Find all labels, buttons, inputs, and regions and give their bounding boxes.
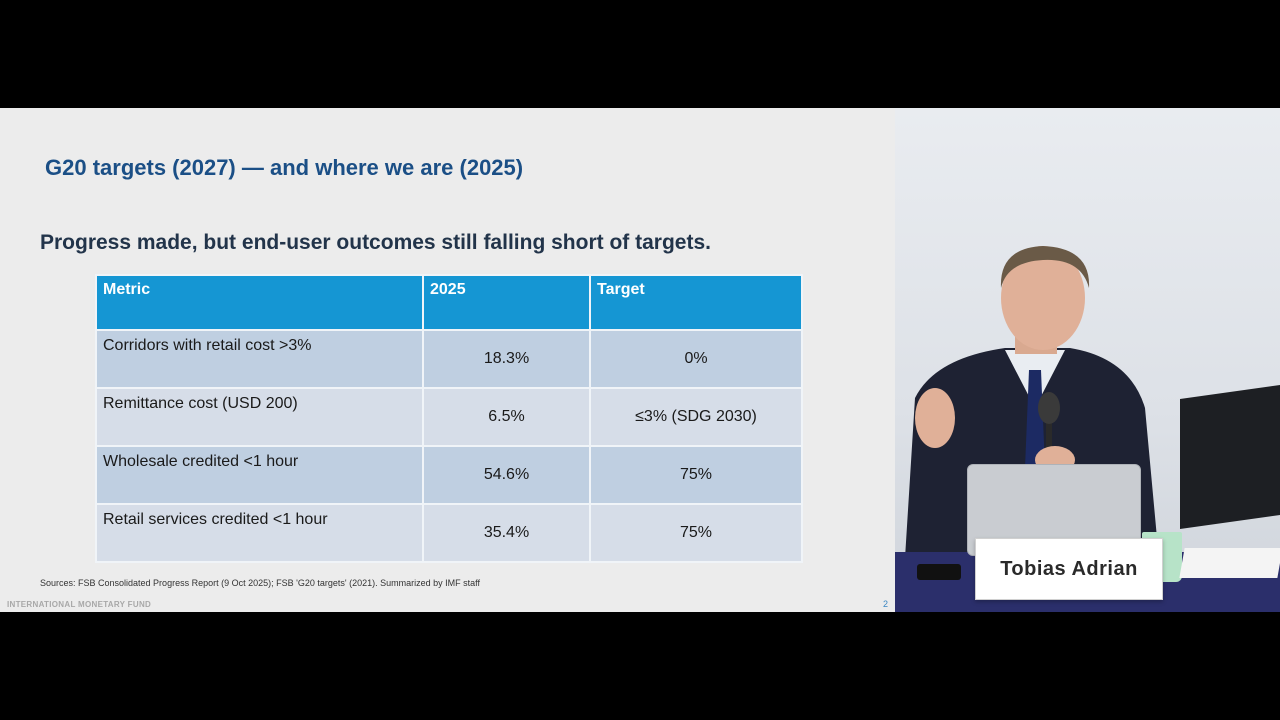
slide-title: G20 targets (2027) — and where we are (2… bbox=[45, 155, 524, 180]
header-2025: 2025 bbox=[422, 274, 591, 331]
header-metric: Metric bbox=[95, 274, 424, 331]
table-header-row: Metric 2025 Target bbox=[95, 274, 803, 331]
metrics-table-container: Metric 2025 Target Corridors with retail… bbox=[95, 274, 803, 563]
table-row: Retail services credited <1 hour 35.4% 7… bbox=[95, 503, 803, 563]
table-row: Wholesale credited <1 hour 54.6% 75% bbox=[95, 445, 803, 505]
metric-cell: Retail services credited <1 hour bbox=[95, 503, 424, 563]
metric-cell: Corridors with retail cost >3% bbox=[95, 329, 424, 389]
metric-cell: Wholesale credited <1 hour bbox=[95, 445, 424, 505]
speaker-camera-feed: Tobias Adrian bbox=[895, 108, 1280, 612]
table-row: Remittance cost (USD 200) 6.5% ≤3% (SDG … bbox=[95, 387, 803, 447]
speaker-head bbox=[1001, 246, 1085, 350]
footer-organization: INTERNATIONAL MONETARY FUND bbox=[7, 600, 152, 609]
speaker-hand bbox=[915, 388, 955, 448]
speaker-name-card: Tobias Adrian bbox=[975, 538, 1163, 600]
target-cell: 0% bbox=[589, 329, 803, 389]
header-target: Target bbox=[589, 274, 803, 331]
phone bbox=[917, 564, 961, 580]
value-2025-cell: 35.4% bbox=[422, 503, 591, 563]
slide-page-number: 2 bbox=[883, 599, 889, 609]
table-row: Corridors with retail cost >3% 18.3% 0% bbox=[95, 329, 803, 389]
metrics-table: Metric 2025 Target Corridors with retail… bbox=[95, 274, 803, 563]
paper-stack bbox=[1179, 548, 1280, 578]
value-2025-cell: 54.6% bbox=[422, 445, 591, 505]
microphone-head bbox=[1038, 392, 1060, 424]
target-cell: ≤3% (SDG 2030) bbox=[589, 387, 803, 447]
target-cell: 75% bbox=[589, 445, 803, 505]
value-2025-cell: 6.5% bbox=[422, 387, 591, 447]
metric-cell: Remittance cost (USD 200) bbox=[95, 387, 424, 447]
sources-note: Sources: FSB Consolidated Progress Repor… bbox=[40, 578, 480, 588]
monitor-right bbox=[1180, 384, 1280, 530]
target-cell: 75% bbox=[589, 503, 803, 563]
speaker-name: Tobias Adrian bbox=[1000, 557, 1138, 580]
slide-subtitle: Progress made, but end-user outcomes sti… bbox=[40, 231, 711, 254]
speaker-hair bbox=[1000, 246, 1090, 288]
value-2025-cell: 18.3% bbox=[422, 329, 591, 389]
